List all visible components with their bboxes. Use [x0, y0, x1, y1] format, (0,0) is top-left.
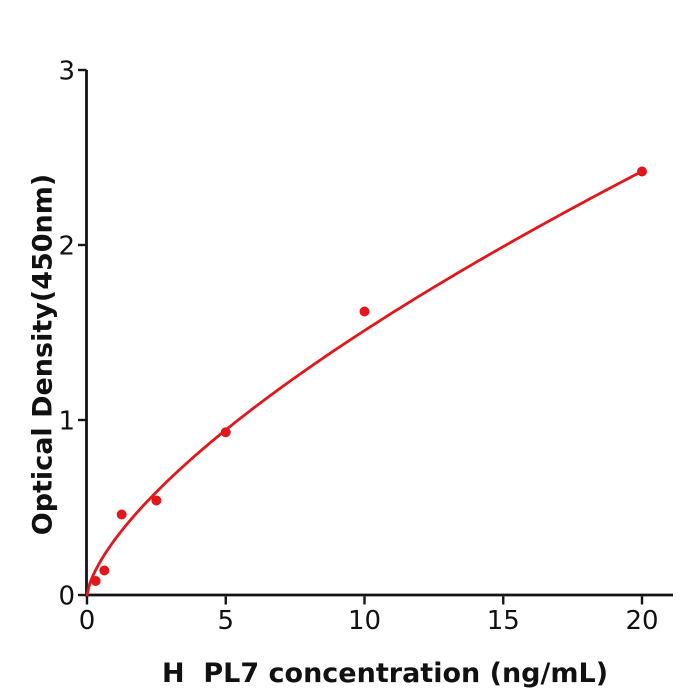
x-tick-label: 0 [79, 606, 96, 636]
x-tick-label: 15 [487, 606, 520, 636]
y-axis-title: Optical Density(450nm) [27, 173, 59, 536]
data-point [637, 166, 647, 177]
y-tick-label: 0 [58, 582, 75, 612]
data-point [220, 427, 231, 438]
fit-curve-path [85, 169, 644, 597]
data-point [99, 565, 110, 576]
data-point [116, 509, 127, 520]
x-tick-label: 10 [348, 606, 381, 636]
x-axis-title: H PL7 concentration (ng/mL) [161, 658, 609, 689]
data-point [90, 576, 101, 586]
data-point [359, 306, 370, 317]
y-tick-label: 3 [58, 57, 75, 87]
y-tick-label: 2 [58, 232, 75, 262]
x-tick-label: 5 [217, 606, 234, 636]
data-point [151, 495, 162, 506]
x-tick-label: 20 [625, 606, 658, 636]
y-tick-label: 1 [58, 407, 75, 437]
